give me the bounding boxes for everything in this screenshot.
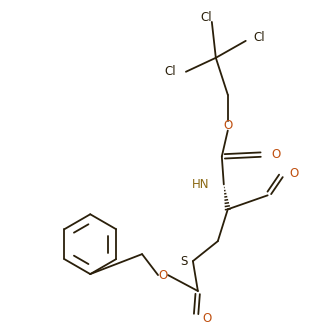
Text: HN: HN <box>192 178 210 191</box>
Text: O: O <box>290 167 299 180</box>
Text: Cl: Cl <box>254 31 265 44</box>
Text: O: O <box>272 148 281 161</box>
Text: O: O <box>158 268 168 282</box>
Text: O: O <box>223 119 232 132</box>
Text: S: S <box>181 255 188 267</box>
Text: Cl: Cl <box>200 11 212 25</box>
Text: O: O <box>203 312 212 325</box>
Text: Cl: Cl <box>164 65 176 78</box>
